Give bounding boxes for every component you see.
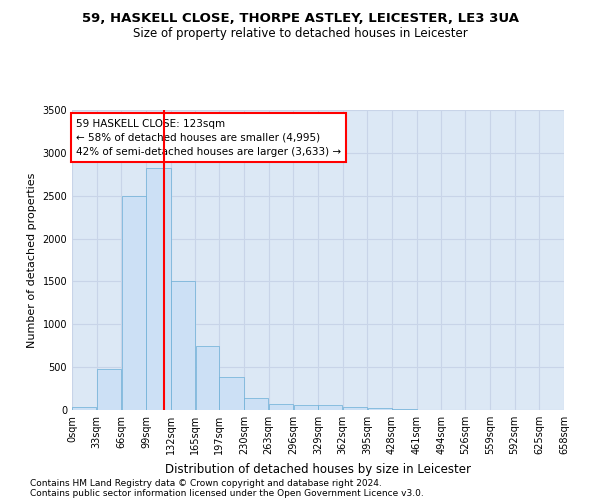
Text: Size of property relative to detached houses in Leicester: Size of property relative to detached ho… bbox=[133, 28, 467, 40]
Bar bbox=[220, 377, 244, 410]
Bar bbox=[392, 409, 416, 410]
Bar bbox=[368, 408, 392, 410]
Text: 59, HASKELL CLOSE, THORPE ASTLEY, LEICESTER, LE3 3UA: 59, HASKELL CLOSE, THORPE ASTLEY, LEICES… bbox=[82, 12, 518, 26]
Bar bbox=[244, 398, 268, 410]
Y-axis label: Number of detached properties: Number of detached properties bbox=[27, 172, 37, 348]
Bar bbox=[343, 408, 367, 410]
Text: Contains public sector information licensed under the Open Government Licence v3: Contains public sector information licen… bbox=[30, 488, 424, 498]
Text: Contains HM Land Registry data © Crown copyright and database right 2024.: Contains HM Land Registry data © Crown c… bbox=[30, 478, 382, 488]
Bar bbox=[72, 408, 97, 410]
Bar bbox=[146, 168, 170, 410]
Bar bbox=[97, 369, 121, 410]
Bar bbox=[293, 406, 318, 410]
Bar bbox=[122, 196, 146, 410]
Bar bbox=[171, 280, 195, 410]
Bar bbox=[269, 404, 293, 410]
Bar bbox=[318, 406, 343, 410]
X-axis label: Distribution of detached houses by size in Leicester: Distribution of detached houses by size … bbox=[165, 462, 471, 475]
Text: 59 HASKELL CLOSE: 123sqm
← 58% of detached houses are smaller (4,995)
42% of sem: 59 HASKELL CLOSE: 123sqm ← 58% of detach… bbox=[76, 118, 341, 156]
Bar bbox=[196, 346, 219, 410]
